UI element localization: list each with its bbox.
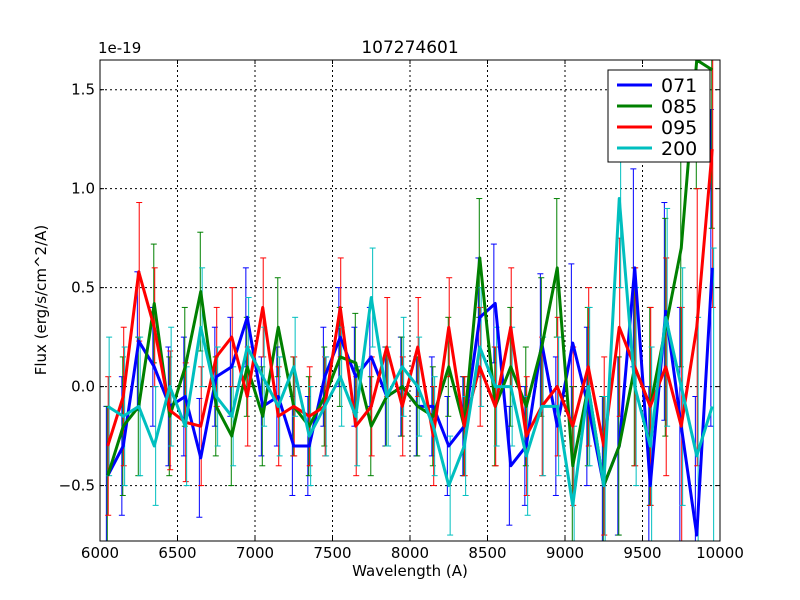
y-axis-label: Flux (erg/s/cm^2/A)	[32, 225, 50, 376]
y-tick-label: 0.5	[71, 279, 95, 297]
chart-title: 107274601	[361, 38, 458, 58]
series-line-085	[106, 60, 714, 488]
x-tick-label: 8000	[391, 544, 429, 562]
plot-area	[103, 60, 717, 541]
x-axis-label: Wavelength (A)	[352, 562, 468, 580]
y-tick-label: −0.5	[59, 477, 95, 495]
x-tick-label: 7500	[313, 544, 351, 562]
x-tick-label: 10000	[696, 544, 744, 562]
x-tick-label: 9500	[623, 544, 661, 562]
x-tick-label: 7000	[236, 544, 274, 562]
y-tick-label: 1.0	[71, 180, 95, 198]
legend-label: 095	[661, 117, 697, 139]
y-offset-text: 1e-19	[98, 39, 141, 57]
y-tick-label: 0.0	[71, 378, 95, 396]
x-tick-label: 6000	[81, 544, 119, 562]
legend-label: 071	[661, 75, 697, 97]
y-tick-label: 1.5	[71, 81, 95, 99]
x-tick-label: 8500	[468, 544, 506, 562]
ticks: 6000 6500 7000 7500 8000 8500 9000 9500 10000 −0.…	[59, 60, 744, 562]
legend-label: 200	[661, 138, 697, 160]
x-tick-label: 9000	[546, 544, 584, 562]
x-tick-label: 6500	[158, 544, 196, 562]
series-line-200	[106, 197, 714, 507]
legend-label: 085	[661, 96, 697, 118]
